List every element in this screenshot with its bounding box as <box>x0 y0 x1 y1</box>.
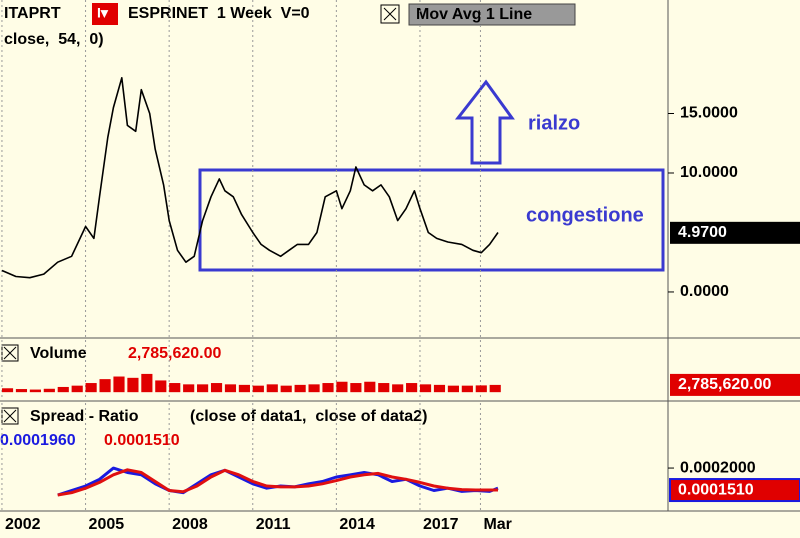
close-box[interactable] <box>1 344 19 362</box>
bar <box>294 384 306 393</box>
close-icon[interactable] <box>3 346 17 360</box>
readout: 0.0001510 <box>104 432 180 449</box>
x-tick-label: 2002 <box>5 516 41 533</box>
up-arrow <box>454 79 515 165</box>
x-tick-label: 2008 <box>172 516 208 533</box>
bar <box>57 386 69 393</box>
bar <box>99 379 111 393</box>
current-value-box <box>670 373 800 396</box>
bar <box>127 377 139 393</box>
x-tick-label: 2017 <box>423 516 459 533</box>
symbol: ITAPRT <box>4 5 61 22</box>
x-tick-label: 2011 <box>256 516 291 533</box>
menu-box[interactable] <box>92 3 118 25</box>
bar <box>308 384 320 393</box>
bar <box>475 385 487 393</box>
bar <box>43 388 55 393</box>
bar <box>364 381 376 393</box>
x-tick-label: Mar <box>483 516 511 533</box>
bar <box>378 383 390 393</box>
bar <box>155 380 167 393</box>
bar <box>113 376 125 393</box>
bar <box>85 383 97 393</box>
bar <box>1 388 14 393</box>
current-value-label: 2,785,620.00 <box>678 376 772 393</box>
chart-title: ESPRINET 1 Week V=0 <box>128 5 310 22</box>
close-icon[interactable] <box>3 409 17 423</box>
bar <box>392 384 404 393</box>
bar <box>252 385 264 393</box>
y-tick-label: 10.0000 <box>680 164 738 181</box>
bar <box>238 384 250 393</box>
bar <box>489 384 501 393</box>
bar <box>461 385 473 393</box>
series-line <box>1 77 499 279</box>
bar <box>336 381 348 393</box>
bar <box>29 389 41 393</box>
current-value-label: 4.9700 <box>678 224 727 241</box>
subtitle: close, 54, 0) <box>4 31 104 48</box>
x-tick-label: 2014 <box>339 516 375 533</box>
bar <box>322 383 334 393</box>
bar <box>210 383 223 393</box>
bar <box>197 384 209 393</box>
bar <box>183 384 195 393</box>
panel-title: Spread - Ratio <box>30 408 139 425</box>
series-line <box>57 468 498 497</box>
study-box[interactable] <box>408 3 576 26</box>
panel-subtitle: (close of data1, close of data2) <box>190 408 427 425</box>
bar <box>419 384 432 393</box>
close-box[interactable] <box>1 407 19 425</box>
y-tick-label: 0.0002000 <box>680 459 756 476</box>
x-tick-label: 2005 <box>89 516 125 533</box>
readout: 2,785,620.00 <box>128 345 222 362</box>
study[interactable]: Mov Avg 1 Line <box>416 6 532 23</box>
close-box[interactable] <box>380 4 400 24</box>
bar <box>169 383 181 393</box>
current-value-label: 0.0001510 <box>678 481 754 498</box>
bar <box>350 383 362 393</box>
bar <box>266 384 278 393</box>
bar <box>433 384 446 393</box>
annotation: congestione <box>526 204 644 226</box>
bar <box>447 385 459 393</box>
current-value-box <box>670 221 800 244</box>
close-icon[interactable] <box>383 7 397 21</box>
bar <box>141 373 153 393</box>
y-tick-label: 0.0000 <box>680 283 729 300</box>
bar <box>406 383 418 393</box>
bar <box>71 385 83 393</box>
menu[interactable]: I▾ <box>97 5 109 21</box>
annotation: rialzo <box>528 112 580 134</box>
bar <box>280 385 292 393</box>
bar <box>224 384 237 393</box>
congestion-box <box>198 168 665 272</box>
bar <box>15 389 28 393</box>
current-value-box <box>669 478 800 503</box>
y-tick-label: 15.0000 <box>680 105 738 122</box>
readout: 0.0001960 <box>0 432 76 449</box>
panel-title: Volume <box>30 345 87 362</box>
